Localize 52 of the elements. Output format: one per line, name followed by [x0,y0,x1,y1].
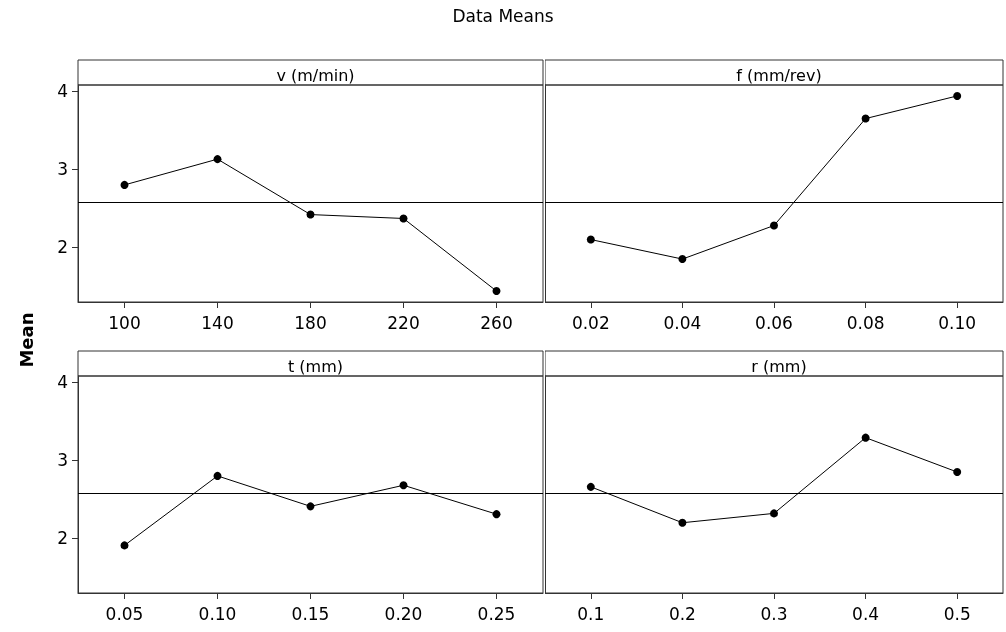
point [861,433,870,442]
x-tick-label: 0.05 [105,603,144,624]
y-tick-label: 2 [57,237,68,258]
y-tick-label: 3 [57,450,68,471]
y-axis-title: Mean [15,312,37,368]
y-tick-label: 4 [57,81,68,102]
chart-title: v (m/min) [276,65,355,85]
chart-title: r (mm) [751,356,807,376]
x-tick-label: 0.04 [663,312,702,333]
point [770,221,778,230]
point [770,509,778,518]
point [306,210,315,219]
point [492,287,501,296]
x-tick-label: 0.4 [852,603,880,624]
point [306,502,315,511]
point [399,214,408,223]
point [678,518,687,527]
point [213,471,222,480]
x-tick-label: 260 [480,312,513,333]
x-tick-label: 0.2 [668,603,696,624]
chart-title: t (mm) [287,356,344,376]
point [120,541,129,550]
x-tick-label: 100 [108,312,141,333]
point [861,114,870,123]
point [586,235,595,244]
x-tick-label: 0.25 [477,603,516,624]
y-tick-label: 3 [57,159,68,180]
x-tick-label: 140 [201,312,234,333]
x-tick-label: 0.5 [943,603,971,624]
point [953,91,962,100]
x-tick-label: 0.10 [198,603,237,624]
x-tick-label: 0.1 [577,603,605,624]
x-tick-label: 0.06 [755,312,793,333]
y-tick-label: 2 [57,528,68,549]
point [399,481,408,490]
x-tick-label: 0.10 [938,312,977,333]
y-tick-label: 4 [57,372,68,393]
x-tick-label: 0.02 [571,312,610,333]
x-tick-label: 0.20 [384,603,423,624]
point [678,255,687,264]
x-tick-label: 0.08 [846,312,885,333]
x-tick-label: 0.3 [760,603,788,624]
x-tick-label: 0.15 [291,603,330,624]
chart-title: f (mm/rev) [736,65,822,85]
point [492,510,501,519]
text: Data Means [451,6,555,26]
point [213,155,222,164]
x-tick-label: 180 [294,312,327,333]
point [120,180,129,189]
x-tick-label: 220 [387,312,420,333]
point [586,482,595,491]
point [953,468,962,477]
